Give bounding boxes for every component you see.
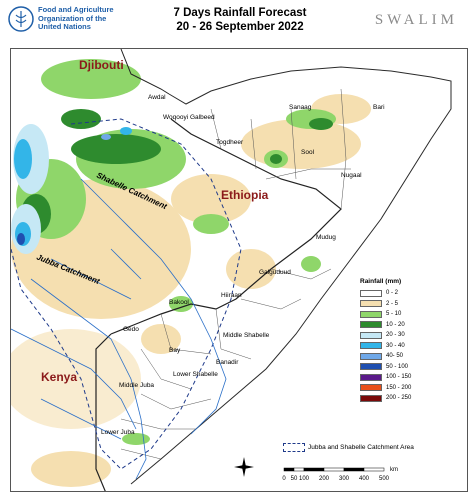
legend-item: 2 - 5 [360,299,442,310]
title-line-1: 7 Days Rainfall Forecast [173,7,307,19]
label-djibouti: Djibouti [79,58,124,72]
legend-swatch [360,373,382,381]
org-name: Food and Agriculture Organization of the U… [38,5,114,32]
legend-item: 150 - 200 [360,383,442,394]
fao-logo-icon [8,6,34,32]
map-canvas: Djibouti Ethiopia Kenya Awdal Woqooyi Ga… [11,49,467,491]
legend-item: 30 - 40 [360,341,442,352]
scale-tick-label: 300 [339,476,350,482]
catchment-legend: Jubba and Shabelle Catchment Area [283,443,414,452]
scale-bar: 0 50 100 200 300 400 500 km [276,460,436,488]
legend-item: 10 - 20 [360,320,442,331]
org-line-1: Food and Agriculture [38,5,114,14]
legend-label: 40- 50 [386,353,404,360]
label-woqooyi-galbeed: Woqooyi Galbeed [163,114,215,121]
scale-tick-label: 100 [299,476,310,482]
label-ethiopia: Ethiopia [221,188,269,202]
label-togdheer: Togdheer [216,139,244,146]
legend-swatch [360,289,382,297]
legend-label: 10 - 20 [386,321,405,328]
legend-swatch [360,342,382,350]
scale-tick-label: 50 [291,476,298,482]
scale-segment [323,467,345,472]
legend-swatch [360,363,382,371]
scale-tick-label: 200 [319,476,330,482]
legend-item: 200 - 250 [360,393,442,404]
catchment-legend-label: Jubba and Shabelle Catchment Area [308,444,414,451]
header: Food and Agriculture Organization of the U… [0,0,476,48]
legend-title: Rainfall (mm) [360,278,402,285]
label-middle-juba: Middle Juba [119,382,154,389]
legend-swatch [360,331,382,339]
legend-label: 200 - 250 [386,395,412,402]
legend-item: 50 - 100 [360,362,442,373]
label-middle-shabelle: Middle Shabelle [223,332,270,339]
label-lower-juba: Lower Juba [101,429,135,436]
legend-item: 100 - 150 [360,372,442,383]
scale-tick-label: 0 [282,476,286,482]
legend-rows: 0 - 2 2 - 5 5 - 10 10 - 20 20 - 30 30 - 40 40-… [360,288,442,404]
label-nugaal: Nugaal [341,172,362,179]
scale-segment [293,467,305,472]
legend-swatch [360,394,382,402]
scale-tick-label: 500 [379,476,390,482]
label-hiiraan: Hiiraan [221,292,242,299]
scale-tick-label: 400 [359,476,370,482]
legend-label: 5 - 10 [386,311,402,318]
scale-unit: km [390,467,398,473]
label-galguduud: Galguduud [259,269,291,276]
legend-item: 5 - 10 [360,309,442,320]
legend-label: 0 - 2 [386,290,399,297]
legend-item: 40- 50 [360,351,442,362]
legend-label: 2 - 5 [386,300,399,307]
legend-swatch [360,300,382,308]
label-bakool: Bakool [169,299,189,306]
scale-segment [283,467,295,472]
label-bari: Bari [373,104,385,111]
legend-item: 20 - 30 [360,330,442,341]
legend-label: 50 - 100 [386,363,409,370]
label-sanaag: Sanaag [289,104,312,111]
scale-segment [343,467,365,472]
map-frame: Djibouti Ethiopia Kenya Awdal Woqooyi Ga… [10,48,468,492]
swalim-logo: SWALIM [374,12,458,28]
legend: Rainfall (mm) 0 - 2 2 - 5 5 - 10 10 - 20 20 … [360,278,442,404]
label-sool: Sool [301,149,315,156]
rainfall-layer [11,59,371,487]
legend-label: 150 - 200 [386,384,412,391]
title-line-2: 20 - 26 September 2022 [176,21,304,33]
legend-swatch [360,352,382,360]
scale-segment [363,467,385,472]
legend-swatch [360,384,382,392]
rivers [11,178,227,480]
catchment-swatch [283,443,305,452]
legend-label: 20 - 30 [386,332,405,339]
label-kenya: Kenya [41,370,77,384]
label-awdal: Awdal [148,94,166,101]
legend-swatch [360,310,382,318]
label-banadir: Banadir [216,359,239,366]
scale-segment [303,467,325,472]
label-mudug: Mudug [316,234,336,241]
legend-label: 30 - 40 [386,342,405,349]
label-bay: Bay [169,347,181,354]
legend-label: 100 - 150 [386,374,412,381]
label-gedo: Gedo [123,326,139,333]
admin-boundaries [120,88,351,460]
legend-swatch [360,321,382,329]
legend-item: 0 - 2 [360,288,442,299]
north-arrow-icon [234,457,254,477]
org-line-3: United Nations [38,22,91,31]
label-lower-shabelle: Lower Shabelle [173,371,218,378]
org-line-2: Organization of the [38,13,107,23]
map-title: 7 Days Rainfall Forecast 20 - 26 Septemb… [150,6,330,34]
